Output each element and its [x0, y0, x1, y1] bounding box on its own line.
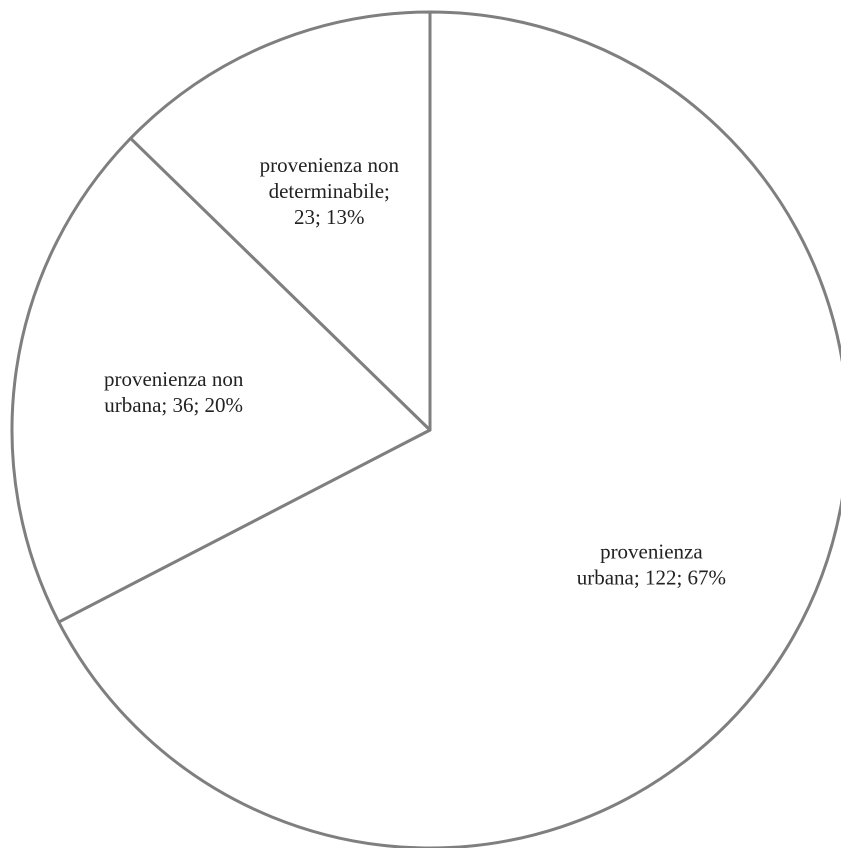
pie-slice-label-1: provenienza urbana; 122; 67%: [577, 540, 726, 590]
pie-slice-label-2: provenienza non urbana; 36; 20%: [104, 367, 244, 417]
pie-slice-label-3: provenienza non determinabile; 23; 13%: [260, 153, 400, 229]
pie-slice-label-line: 23; 13%: [294, 205, 365, 229]
pie-slice-1: [57, 10, 841, 848]
pie-slice-label-line: provenienza: [600, 540, 703, 564]
pie-slices: [10, 10, 841, 848]
pie-slice-label-line: urbana; 36; 20%: [104, 393, 243, 417]
pie-labels: provenienza urbana; 122; 67% provenienza n…: [104, 153, 726, 590]
pie-slice-2: [10, 136, 432, 624]
pie-slice-label-line: urbana; 122; 67%: [577, 566, 726, 590]
pie-slice-label-line: provenienza non: [104, 367, 244, 391]
pie-slice-label-line: provenienza non: [260, 153, 400, 177]
pie-slice-label-line: determinabile;: [269, 179, 390, 203]
pie-slice-3: [129, 10, 432, 432]
